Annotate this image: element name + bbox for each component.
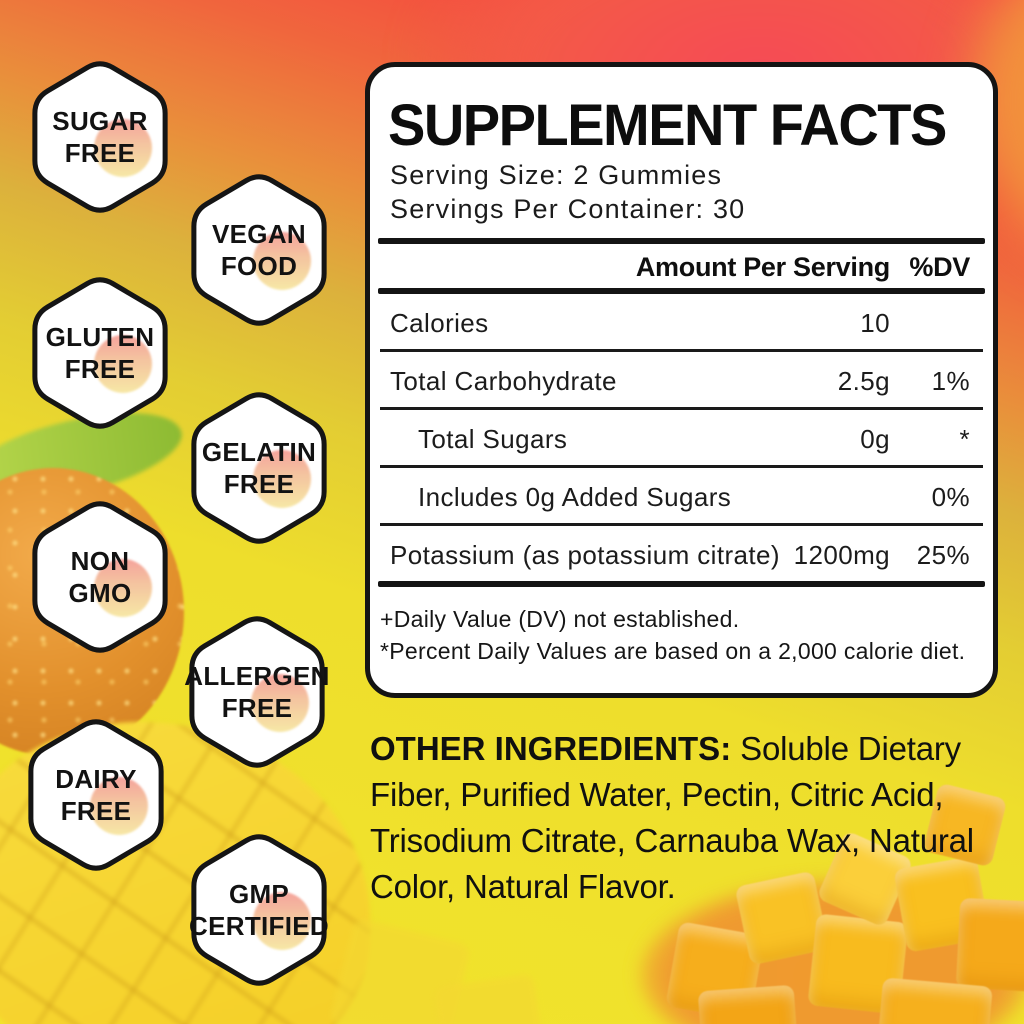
table-header-row: Amount Per Serving %DV [370,244,993,288]
badge-glow-circle [253,450,311,508]
divider [378,288,985,294]
row-name: Total Carbohydrate [390,366,617,396]
other-ingredients-text: Soluble Dietary Fiber, Purified Water, P… [370,730,974,905]
row-name: Includes 0g Added Sugars [418,482,732,512]
mango-cube-decoration [434,973,546,1024]
badge-label-line: GMP [228,878,290,909]
badge-glow-circle [94,559,152,617]
badge-glow-circle [94,119,152,177]
badge-label-line: CERTIFIED [189,910,329,941]
badge-sugar-free: SUGAR FREE [26,57,174,217]
footnote-dv-not-established: +Daily Value (DV) not established. [380,606,740,632]
servings-per-container-text: Servings Per Container: 30 [390,194,746,224]
badge-glow-circle [253,892,311,950]
row-amount: 2.5g [837,366,890,396]
table-row-total-sugars: Total Sugars 0g * [370,410,993,465]
row-name: Potassium (as potassium citrate) [390,540,780,570]
badge-glow-circle [253,232,311,290]
row-name: Calories [390,308,489,338]
footnotes: +Daily Value (DV) not established. *Perc… [380,603,985,667]
other-ingredients-label: OTHER INGREDIENTS: [370,730,732,767]
row-name: Total Sugars [418,424,568,454]
badge-vegan-food: VEGAN FOOD [185,170,333,330]
divider [380,465,983,468]
badge-allergen-free: ALLERGEN FREE [183,612,331,772]
badge-dairy-free: DAIRY FREE [22,715,170,875]
badge-label-line: FREE [64,353,136,384]
row-amount: 1200mg [793,540,890,570]
table-row-calories: Calories 10 [370,294,993,349]
mango-cube-decoration [697,984,799,1024]
badge-glow-circle [90,777,148,835]
badge-label-line: GLUTEN [45,321,155,352]
row-dv: 1% [931,366,970,396]
badge-label-line: FREE [223,468,295,499]
badge-label-line: SUGAR [52,105,148,136]
badge-label-line: GMO [68,577,132,608]
mango-cube-decoration [955,897,1024,993]
badge-label-line: FOOD [220,250,298,281]
badge-label-line: DAIRY [55,763,137,794]
row-amount: 0g [860,424,890,454]
divider [378,238,985,244]
badge-label-line: FREE [221,692,293,723]
row-dv: 25% [916,540,970,570]
other-ingredients-paragraph: OTHER INGREDIENTS: Soluble Dietary Fiber… [370,726,1002,910]
header-amount-per-serving: Amount Per Serving [635,252,890,282]
badge-glow-circle [251,674,309,732]
badge-gmp-certified: GMP CERTIFIED [185,830,333,990]
table-row-total-carbohydrate: Total Carbohydrate 2.5g 1% [370,352,993,407]
footnote-percent-daily-values: *Percent Daily Values are based on a 2,0… [380,638,966,664]
panel-title: SUPPLEMENT FACTS [388,92,947,158]
divider [380,523,983,526]
badge-label-line: VEGAN [212,218,306,249]
row-amount: 10 [860,308,890,338]
supplement-facts-panel: SUPPLEMENT FACTS Serving Size: 2 Gummies… [365,62,998,698]
table-row-potassium: Potassium (as potassium citrate) 1200mg … [370,526,993,581]
badge-label-line: ALLERGEN [184,660,330,691]
row-dv: * [959,424,970,454]
row-dv: 0% [931,482,970,512]
badge-non-gmo: NON GMO [26,497,174,657]
divider [378,581,985,587]
mango-cube-decoration [328,917,472,1024]
table-row-added-sugars: Includes 0g Added Sugars 0% [370,468,993,523]
badge-label-line: FREE [64,137,136,168]
badge-gluten-free: GLUTEN FREE [26,273,174,433]
divider [380,407,983,410]
badge-gelatin-free: GELATIN FREE [185,388,333,548]
badge-label-line: GELATIN [201,436,317,467]
header-percent-dv: %DV [909,252,970,282]
badge-label-line: FREE [60,795,132,826]
badge-label-line: NON [70,545,130,576]
divider [380,349,983,352]
serving-size-text: Serving Size: 2 Gummies [390,160,723,190]
badge-glow-circle [94,335,152,393]
